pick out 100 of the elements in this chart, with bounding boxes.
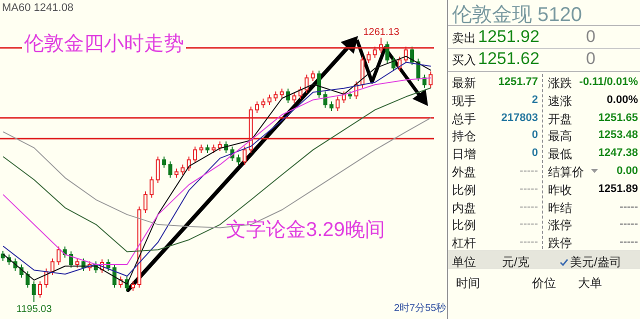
text: 1253.48 [598, 129, 638, 142]
text: 0.00 [616, 165, 638, 177]
candlestick [143, 190, 148, 214]
candlestick [242, 146, 247, 166]
text: 时间 [456, 275, 480, 292]
text: 比例 [452, 217, 476, 234]
text: 杠杆 [452, 235, 476, 252]
chart-title: 伦敦金四小时走势 [22, 30, 186, 57]
text: 涨跌 [548, 75, 572, 92]
candlestick [336, 96, 340, 112]
text: 217803 [500, 112, 538, 124]
text: ----- [518, 236, 538, 248]
text: 0.00% [606, 94, 638, 106]
text: 2 [530, 94, 538, 106]
text: 最高 [548, 128, 572, 146]
text: 1251.92 [478, 27, 540, 47]
candlestick [236, 154, 240, 166]
candlestick [317, 70, 322, 98]
text: 0 [530, 129, 538, 142]
candlestick [255, 100, 260, 114]
text: 比例 [452, 182, 476, 199]
candlestick [329, 100, 334, 112]
candlestick [410, 46, 414, 66]
text: ----- [620, 236, 638, 248]
text: ----- [518, 165, 538, 177]
text: 昨收 [548, 182, 572, 199]
text: -0.11/0.01% [579, 76, 638, 88]
candlestick [38, 280, 42, 298]
text: 结算价 [548, 164, 584, 181]
candlestick [131, 280, 136, 292]
text: ----- [518, 200, 538, 213]
candlestick [261, 98, 266, 108]
candlestick [32, 280, 36, 302]
text: 卖出 [452, 30, 476, 47]
text: 1251.62 [478, 49, 540, 69]
text: 0 [586, 27, 596, 47]
candlestick [112, 264, 116, 288]
candlestick [310, 70, 315, 82]
text: 内盘 [452, 200, 476, 217]
text: 1247.38 [598, 147, 638, 160]
candlestick [150, 176, 154, 198]
text: 美元/盎司 [570, 254, 622, 271]
annotation: 1261.13 [363, 26, 400, 38]
text: 大单 [578, 275, 602, 292]
text: 跌停 [548, 235, 572, 252]
candlestick [366, 50, 371, 64]
text: 涨停 [548, 217, 572, 234]
candlestick [292, 92, 296, 104]
text: 昨结 [548, 200, 572, 217]
candlestick [0, 250, 5, 262]
annotation: 1195.03 [16, 304, 52, 316]
text: 1251.65 [598, 112, 638, 124]
text: MA60 1241.08 [2, 2, 74, 14]
candlestick [385, 40, 390, 64]
candlestick [193, 146, 198, 164]
text: 元/克 [502, 254, 530, 271]
candlestick [75, 258, 80, 268]
text: 速涨 [548, 92, 572, 110]
text: 最低 [548, 146, 572, 164]
candlestick [274, 90, 278, 102]
candlestick [180, 164, 185, 176]
candlestick [56, 246, 61, 266]
text: 1251.77 [497, 76, 538, 88]
text: 2时7分55秒 [394, 302, 446, 315]
candlestick [280, 88, 284, 98]
text: 外盘 [452, 164, 476, 181]
text: 开盘 [548, 110, 572, 128]
candlestick [69, 250, 74, 268]
text: ----- [620, 218, 638, 230]
text: 总手 [452, 110, 476, 128]
candlestick [26, 270, 30, 288]
text: 单位 [452, 254, 476, 271]
candlestick [162, 156, 166, 168]
candlestick [267, 94, 272, 106]
candlestick [304, 74, 309, 94]
candlestick [168, 160, 172, 178]
candlestick [391, 56, 396, 72]
candlestick [174, 168, 178, 178]
text: 1251.89 [598, 182, 638, 195]
candlestick [323, 90, 328, 108]
candlestick [416, 58, 420, 82]
text: 0 [530, 147, 538, 160]
text: ----- [518, 182, 538, 195]
text: 现手 [452, 92, 476, 110]
text: ----- [518, 218, 538, 230]
candlestick [50, 258, 54, 276]
text: 最新 [452, 75, 476, 92]
candlestick [286, 88, 290, 104]
text: ----- [620, 200, 638, 213]
text: 0 [586, 49, 596, 69]
candlestick [218, 140, 222, 152]
candlestick [342, 90, 346, 104]
text: 价位 [532, 275, 556, 292]
candlestick [298, 86, 302, 100]
candlestick [156, 156, 160, 184]
text: 买入 [452, 52, 476, 69]
text: 伦敦金现 5120 [452, 3, 582, 28]
text: 持仓 [452, 128, 476, 146]
text: 日增 [452, 146, 476, 164]
candlestick [428, 70, 433, 88]
